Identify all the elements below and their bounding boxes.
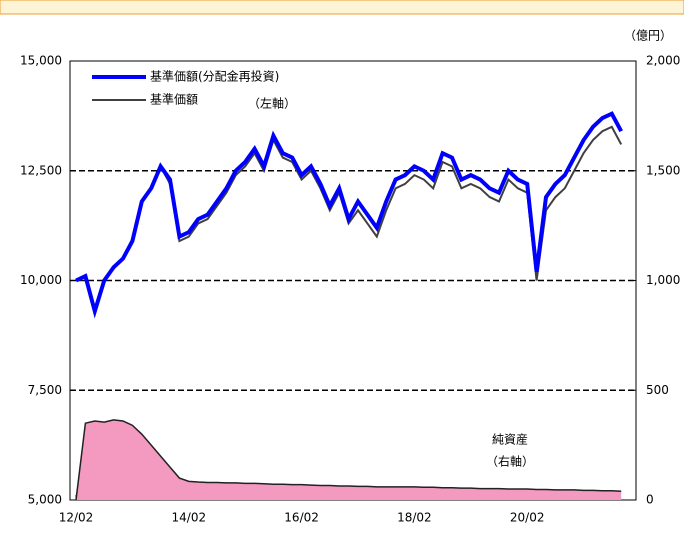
y2-tick-label: 1,000 [646, 273, 680, 287]
y2-tick-label: 2,000 [646, 54, 680, 68]
top-banner [0, 0, 684, 15]
legend-note: （左軸） [248, 96, 296, 111]
y2-tick-label: 500 [646, 383, 669, 397]
x-tick-label: 12/02 [59, 511, 94, 525]
line [75, 111, 623, 319]
y-tick-label: 12,500 [20, 163, 62, 177]
annotation: （右軸） [486, 454, 534, 469]
x-tick-label: 14/02 [172, 511, 207, 525]
y2-tick-label: 0 [646, 493, 654, 507]
y-tick-label: 5,000 [28, 493, 62, 507]
y2-axis-label: （億円） [624, 29, 672, 43]
y-tick-label: 7,500 [28, 383, 62, 397]
x-tick-label: 18/02 [397, 511, 432, 525]
y-tick-label: 15,000 [20, 54, 62, 68]
legend-label: 基準価額 [150, 92, 198, 107]
legend-label: 基準価額(分配金再投資) [150, 69, 279, 84]
y-tick-label: 10,000 [20, 273, 62, 287]
area-outline [75, 419, 622, 501]
annotation: 純資産 [492, 432, 528, 447]
area [76, 419, 622, 500]
x-tick-label: 16/02 [284, 511, 319, 525]
x-tick-label: 20/02 [510, 511, 545, 525]
y2-tick-label: 1,500 [646, 163, 680, 177]
